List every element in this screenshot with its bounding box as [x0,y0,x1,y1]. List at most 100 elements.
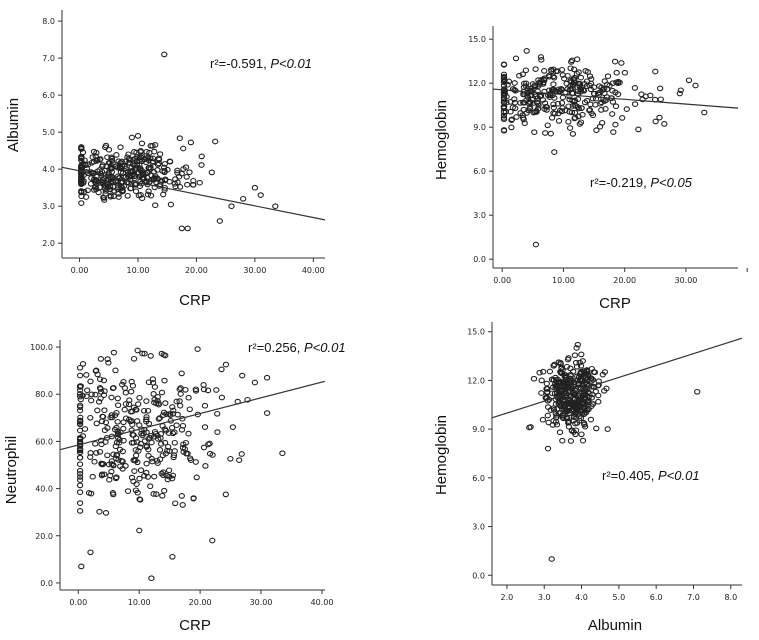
scatter-point [158,389,166,396]
scatter-point [139,168,146,174]
scatter-point [589,401,597,407]
scatter-point [538,56,545,63]
scatter-point [577,119,585,126]
scatter-point [88,391,95,398]
scatter-point [568,427,576,434]
y-tick-label: 80.0 [35,390,53,399]
scatter-point [610,129,617,135]
scatter-point [112,475,120,482]
scatter-point [591,90,598,97]
x-tick-label: 40.00 [311,598,334,607]
scatter-point [184,225,191,232]
scatter-point [76,447,84,454]
scatter-point [508,117,515,123]
scatter-point [200,386,208,393]
scatter-point [550,362,557,369]
scatter-point [587,416,595,423]
scatter-point [603,385,610,392]
scatter-point [209,452,216,458]
scatter-point [151,184,158,191]
scatter-point [87,414,94,421]
scatter-point [575,381,582,388]
scatter-point [222,491,229,498]
scatter-point [150,491,157,497]
scatter-point [84,187,91,194]
scatter-point [76,477,84,483]
scatter-point [98,461,105,468]
scatter-point [576,359,583,366]
y-tick-label: 9.0 [473,123,486,132]
r-squared-value: r²=-0.219, [590,175,650,190]
scatter-point [76,482,84,489]
y-tick-label: 5.0 [42,128,55,137]
scatter-point [124,192,131,199]
scatter-point [228,203,235,210]
scatter-point [143,414,150,420]
scatter-point [94,407,101,414]
scatter-point [159,492,166,499]
scatter-point [78,189,85,196]
scatter-point [517,100,524,106]
scatter-point [137,440,145,447]
scatter-point [174,167,181,174]
scatter-point [103,163,110,170]
scatter-point [145,188,152,195]
scatter-point [112,455,120,462]
scatter-point [82,194,90,200]
scatter-point [101,185,108,191]
scatter-point [130,161,137,168]
scatter-point [524,92,531,99]
scatter-point [136,527,143,534]
scatter-point [164,166,171,173]
scatter-point [557,402,565,409]
scatter-point [136,394,143,401]
scatter-point [192,459,199,465]
scatter-point [143,416,150,423]
scatter-point [132,447,139,453]
scatter-point [137,149,144,155]
scatter-point [144,474,152,480]
scatter-point [170,407,177,414]
scatter-point [562,107,569,114]
scatter-point [520,106,527,113]
scatter-point [200,444,208,451]
scatter-point [117,463,124,470]
scatter-point [652,118,659,125]
scatter-point [612,121,619,128]
scatter-point [108,461,115,467]
scatter-point [530,375,538,382]
scatter-point [661,121,668,127]
scatter-point [573,363,581,370]
scatter-point [214,410,221,417]
scatter-point [96,508,103,515]
y-tick-label: 0.0 [40,579,53,588]
scatter-point [593,127,600,134]
chart-panel-3: 0.0 20.0 40.0 60.0 80.0 100.0 0.00 10.00 20.00 30… [3,340,346,634]
scatter-point [531,129,538,136]
scatter-point [612,103,620,110]
scatter-point [76,418,84,425]
scatter-point [574,377,581,384]
scatter-point [500,99,508,106]
scatter-point [180,166,187,172]
scatter-point [240,195,247,202]
scatter-point [115,194,122,200]
scatter-point [79,433,87,439]
y-tick-label: 40.0 [35,485,53,494]
scatter-point [115,158,122,165]
scatter-point [563,363,571,370]
scatter-point [76,364,84,371]
scatter-point [133,481,140,487]
scatter-point [149,155,157,162]
scatter-point [500,127,508,133]
scatter-point [117,185,124,192]
scatter-point [596,123,604,130]
scatter-point [101,407,108,414]
scatter-point [586,73,594,80]
scatter-point [601,78,608,84]
y-tick-label: 100.0 [30,343,53,352]
scatter-point [184,181,191,188]
scatter-point [601,369,609,375]
scatter-point [76,508,84,514]
x-tick-label: 10.00 [127,266,150,275]
